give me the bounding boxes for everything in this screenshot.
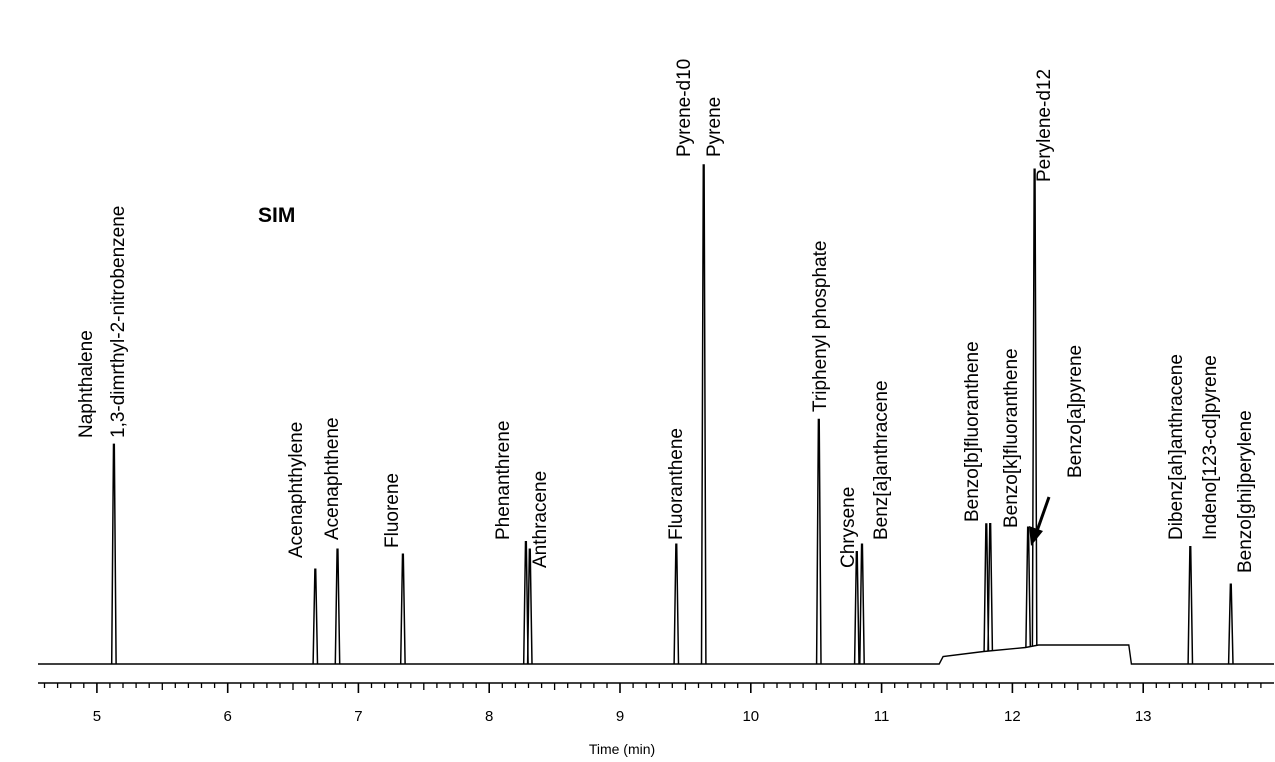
x-axis: 5 6 7 8 9 10 11 12 13 <box>38 682 1274 725</box>
peak-label-acenaphthylene: Acenaphthylene <box>286 422 307 558</box>
peak-benzo-b-fluoranthene <box>983 523 990 652</box>
x-tick-label: 6 <box>224 708 232 725</box>
x-tick-label: 8 <box>485 708 493 725</box>
trace-layer <box>38 164 1274 665</box>
peak-naphthalene <box>110 443 117 665</box>
peak-phenanthrene <box>522 540 529 665</box>
peak-label-pyrene: Pyrene <box>704 97 725 157</box>
x-tick-label: 9 <box>616 708 624 725</box>
peak-label-phenanthrene: Phenanthrene <box>493 421 514 540</box>
peak-acenaphthylene <box>312 568 319 665</box>
peak-label-naphthalene: Naphthalene <box>76 330 97 438</box>
peak-labels: Naphthalene 1,3-dimrthyl-2-nitrobenzene Ac… <box>76 59 1256 573</box>
peak-benzo-a-pyrene <box>1025 526 1032 648</box>
peak-label-triphenyl-phosphate: Triphenyl phosphate <box>810 241 831 412</box>
peak-chrysene <box>853 550 860 665</box>
peak-label-fluorene: Fluorene <box>382 473 403 548</box>
arrow-head-icon <box>1029 526 1043 546</box>
peak-label-dibenz-ah-anthracene: Dibenz[ah]anthracene <box>1166 354 1187 540</box>
x-axis-title: Time (min) <box>589 741 655 757</box>
peak-benzo-ghi-perylene <box>1227 583 1234 665</box>
peak-pyrene-d10 <box>700 164 707 665</box>
peak-label-benzo-k-fluoranthene: Benzo[k]fluoranthene <box>1001 348 1022 528</box>
peak-fluorene <box>399 553 406 665</box>
peak-label-chrysene: Chrysene <box>838 487 859 568</box>
peak-fluoranthene <box>673 543 680 665</box>
x-tick-label: 11 <box>874 708 890 725</box>
peak-label-1-3-dimrthyl-2-nitrobenzene: 1,3-dimrthyl-2-nitrobenzene <box>108 206 129 438</box>
peak-label-anthracene: Anthracene <box>530 471 551 568</box>
x-tick-label: 10 <box>742 708 759 725</box>
x-tick-label: 5 <box>93 708 101 725</box>
x-tick-label: 13 <box>1135 708 1152 725</box>
x-tick-label: 12 <box>1004 708 1021 725</box>
peak-benz-a-anthracene <box>859 543 865 665</box>
peak-label-benzo-a-pyrene: Benzo[a]pyrene <box>1065 345 1086 478</box>
x-tick-label: 7 <box>354 708 362 725</box>
peak-dibenz-ah-anthracene <box>1187 545 1194 665</box>
mode-label: SIM <box>258 204 295 227</box>
peak-label-acenaphthene: Acenaphthene <box>322 417 343 540</box>
peak-label-perylene-d12: Perylene-d12 <box>1034 69 1055 182</box>
arrow-shaft <box>1035 496 1051 532</box>
peak-label-benzo-ghi-perylene: Benzo[ghi]perylene <box>1235 410 1256 573</box>
peak-label-fluoranthene: Fluoranthene <box>666 428 687 540</box>
peak-label-indeno-123-cd-pyrene: Indeno[123-cd]pyrene <box>1200 355 1221 540</box>
peak-label-benzo-b-fluoranthene: Benzo[b]fluoranthene <box>962 341 983 522</box>
peak-label-benz-a-anthracene: Benz[a]anthracene <box>871 380 892 540</box>
peak-benzo-k-fluoranthene <box>987 522 994 651</box>
baseline-trace <box>38 644 1274 665</box>
peak-label-pyrene-d10: Pyrene-d10 <box>674 59 695 157</box>
peak-triphenyl-phosphate <box>815 418 822 665</box>
peak-perylene-d12 <box>1031 168 1038 646</box>
peak-anthracene <box>526 548 533 665</box>
peak-acenaphthene <box>334 548 341 665</box>
